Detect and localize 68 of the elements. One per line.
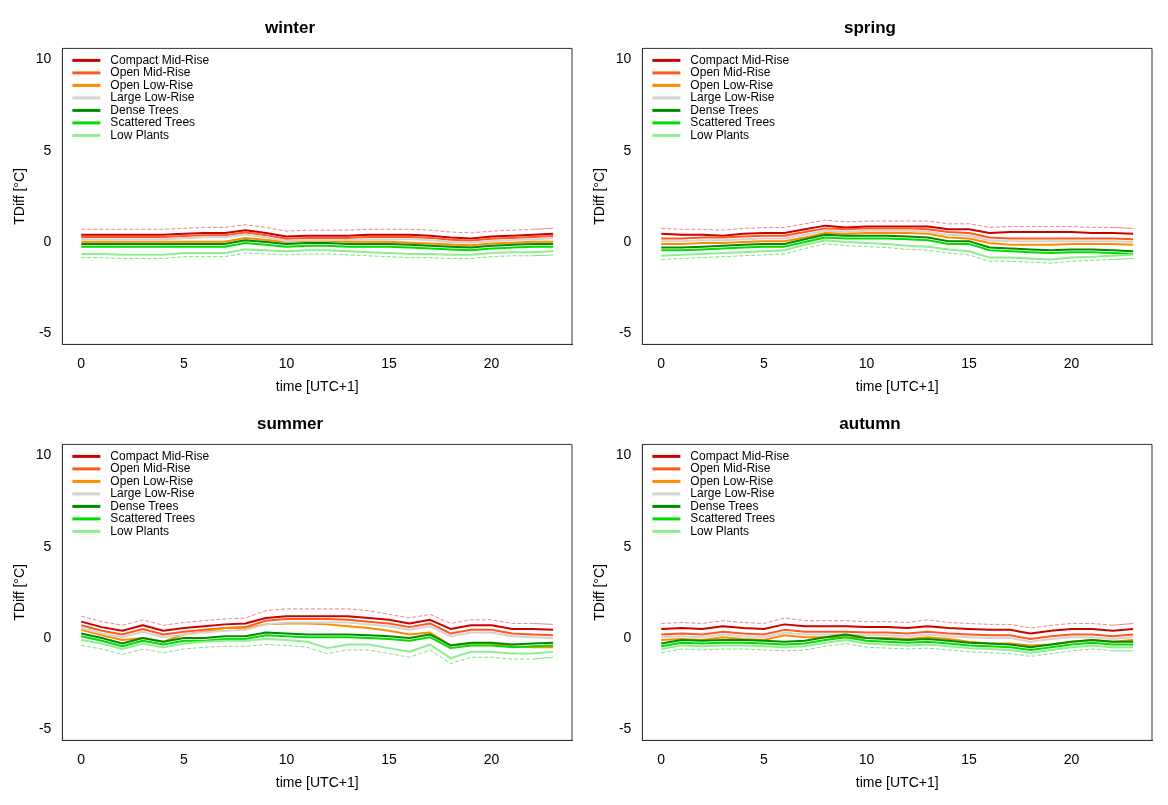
legend-label: Open Mid-Rise: [110, 65, 191, 80]
x-axis-title: time [UTC+1]: [855, 774, 939, 791]
legend-label: Compact Mid-Rise: [690, 448, 790, 463]
legend-label: Large Low-Rise: [690, 486, 775, 501]
y-tick-label: -5: [38, 324, 52, 341]
legend-label: Large Low-Rise: [110, 486, 195, 501]
y-tick-label: 0: [623, 232, 632, 249]
legend-label: Large Low-Rise: [110, 90, 195, 105]
legend-label: Open Mid-Rise: [110, 461, 191, 476]
legend-label: Low Plants: [110, 127, 170, 142]
y-tick-label: 0: [43, 232, 52, 249]
y-tick-label: 0: [623, 628, 632, 645]
legend-label: Large Low-Rise: [690, 90, 775, 105]
x-tick-label: 5: [759, 354, 768, 371]
y-tick-label: 10: [615, 50, 632, 67]
x-tick-label: 5: [179, 750, 188, 767]
x-tick-label: 5: [759, 750, 768, 767]
y-tick-label: 10: [35, 50, 52, 67]
y-tick-label: 5: [623, 537, 632, 554]
x-tick-label: 10: [278, 750, 295, 767]
y-tick-label: -5: [38, 720, 52, 737]
x-tick-label: 15: [381, 750, 397, 767]
y-tick-label: -5: [618, 324, 632, 341]
x-tick-label: 20: [1063, 354, 1080, 371]
legend-label: Scattered Trees: [110, 115, 196, 130]
chart-title: autumn: [839, 413, 901, 433]
y-axis-title: TDiff [°C]: [591, 564, 608, 621]
y-axis-title: TDiff [°C]: [11, 168, 28, 225]
x-tick-label: 0: [657, 750, 666, 767]
y-tick-label: 10: [615, 446, 632, 463]
y-tick-label: 10: [35, 446, 52, 463]
chart-title: winter: [263, 17, 316, 37]
x-tick-label: 5: [179, 354, 188, 371]
x-tick-label: 0: [657, 354, 666, 371]
y-axis-title: TDiff [°C]: [11, 564, 28, 621]
x-tick-label: 15: [381, 354, 397, 371]
legend-label: Open Mid-Rise: [690, 65, 771, 80]
y-axis-title: TDiff [°C]: [591, 168, 608, 225]
legend-label: Scattered Trees: [690, 115, 776, 130]
x-tick-label: 20: [483, 354, 500, 371]
y-tick-label: -5: [618, 720, 632, 737]
x-tick-label: 15: [961, 354, 977, 371]
legend-label: Low Plants: [690, 523, 750, 538]
legend-label: Scattered Trees: [690, 511, 776, 526]
x-axis-title: time [UTC+1]: [855, 378, 939, 395]
x-tick-label: 0: [77, 354, 86, 371]
legend-label: Compact Mid-Rise: [110, 448, 210, 463]
x-axis-title: time [UTC+1]: [275, 774, 359, 791]
x-axis-title: time [UTC+1]: [275, 378, 359, 395]
legend-label: Low Plants: [110, 523, 170, 538]
x-tick-label: 10: [858, 354, 875, 371]
x-tick-label: 10: [858, 750, 875, 767]
x-tick-label: 20: [1063, 750, 1080, 767]
x-tick-label: 0: [77, 750, 86, 767]
y-tick-label: 5: [43, 537, 52, 554]
y-tick-label: 5: [43, 141, 52, 158]
legend-label: Open Mid-Rise: [690, 461, 771, 476]
y-tick-label: 0: [43, 628, 52, 645]
legend-label: Scattered Trees: [110, 511, 196, 526]
x-tick-label: 20: [483, 750, 500, 767]
chart-title: spring: [844, 17, 896, 37]
legend-label: Compact Mid-Rise: [690, 52, 790, 67]
chart-title: summer: [256, 413, 324, 433]
y-tick-label: 5: [623, 141, 632, 158]
x-tick-label: 10: [278, 354, 295, 371]
x-tick-label: 15: [961, 750, 977, 767]
legend-label: Low Plants: [690, 127, 750, 142]
legend-label: Compact Mid-Rise: [110, 52, 210, 67]
